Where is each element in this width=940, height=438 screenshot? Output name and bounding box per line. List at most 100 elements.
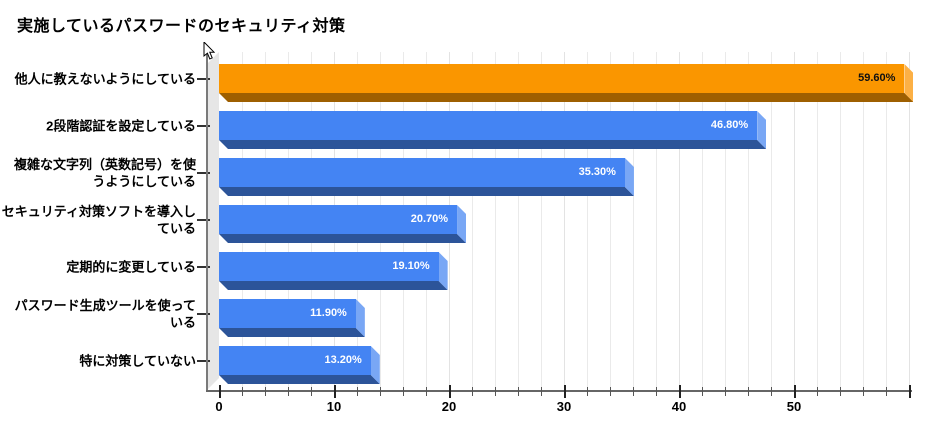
bar-end-cap [457,205,466,243]
x-axis-tick-label: 30 [556,399,572,414]
x-axis-tick [380,387,381,396]
bar-value-label: 11.90% [310,307,347,319]
x-axis-tick-label: 40 [671,399,687,414]
bar [219,205,458,234]
category-label: 他人に教えないようにしている [14,71,196,86]
bar-value-label: 13.20% [324,354,362,366]
x-axis-tick [334,385,336,398]
category-label: パスワード生成ツールを使って いる [14,297,196,330]
category-label: 特に対策していない [79,353,196,368]
bar-bottom-face [219,234,466,243]
x-axis-tick-label: 20 [441,399,457,414]
x-axis-tick [357,387,358,396]
bar [219,252,439,281]
gridline [725,52,726,390]
x-axis-tick [909,385,911,398]
x-axis-tick-label: 10 [326,399,342,414]
x-axis-tick [219,385,221,398]
bar [219,111,758,140]
x-axis-tick [817,387,818,396]
gridline [610,52,611,390]
gridline [633,52,634,390]
x-axis-tick [886,387,887,396]
bar-bottom-face [219,281,448,290]
bar-value-label: 59.60% [858,72,896,84]
bar-end-cap [356,299,365,337]
gridline [771,52,772,390]
category-tick-mark [197,171,210,174]
category-tick-mark [197,312,210,315]
axis-wall-3d [207,52,219,390]
x-axis-tick [518,387,519,396]
gridline [909,52,910,390]
x-axis-tick [725,387,726,396]
gridline [495,52,496,390]
x-axis-tick [840,387,841,396]
bar-value-label: 20.70% [410,213,449,225]
bar-value-label: 19.10% [392,260,430,272]
bar-bottom-face [219,328,365,337]
mouse-cursor-icon [203,42,215,60]
gridline [518,52,519,390]
bar [219,346,371,375]
bar-end-cap [625,158,634,196]
x-axis-tick [242,387,243,396]
gridline [794,52,795,390]
gridline [748,52,749,390]
x-axis-tick [610,387,611,396]
gridline [679,52,680,390]
x-axis-tick [771,387,772,396]
x-axis-tick [587,387,588,396]
x-axis-tick [426,387,427,396]
gridline [541,52,542,390]
category-label: 2段階認証を設定している [46,118,196,133]
gridline [863,52,864,390]
x-axis-tick [748,387,749,396]
x-axis-tick [495,387,496,396]
x-axis-tick [311,387,312,396]
bar-end-cap [757,111,766,149]
category-tick-mark [197,77,210,80]
x-axis-tick [472,387,473,396]
x-axis-tick [288,387,289,396]
category-label: 複雑な文字列（英数記号）を使 うようにしている [13,156,196,189]
y-axis-line [206,52,208,392]
gridline [817,52,818,390]
bar-bottom-face [219,140,766,149]
bar [219,299,356,328]
category-label: 定期的に変更している [66,259,196,274]
gridline [840,52,841,390]
gridline [564,52,565,390]
bar-end-cap [439,252,448,290]
gridline [886,52,887,390]
category-tick-mark [197,218,210,221]
bar-value-label: 35.30% [578,166,616,178]
x-axis-tick [794,385,796,398]
gridline [656,52,657,390]
x-axis-tick [679,385,681,398]
x-axis-tick [564,385,566,398]
bar-bottom-face [219,187,634,196]
x-axis-tick [449,385,451,398]
category-tick-mark [197,124,210,127]
gridline [587,52,588,390]
chart-title: 実施しているパスワードのセキュリティ対策 [17,18,346,35]
bar-value-label: 46.80% [710,119,749,131]
bar-end-cap [371,346,380,384]
x-axis-tick [702,387,703,396]
gridline [472,52,473,390]
x-axis-tick [403,387,404,396]
x-axis-tick [863,387,864,396]
x-axis-tick [541,387,542,396]
category-label: セキュリティ対策ソフトを導入し ている [1,203,196,236]
x-axis-tick [265,387,266,396]
x-axis-tick-label: 50 [786,399,802,414]
x-axis-tick [656,387,657,396]
bar-end-cap [904,64,913,102]
category-tick-mark [197,265,210,268]
x-axis-tick-label: 0 [215,399,223,414]
bar [219,158,625,187]
bar [219,64,905,93]
x-axis-tick [633,387,634,396]
